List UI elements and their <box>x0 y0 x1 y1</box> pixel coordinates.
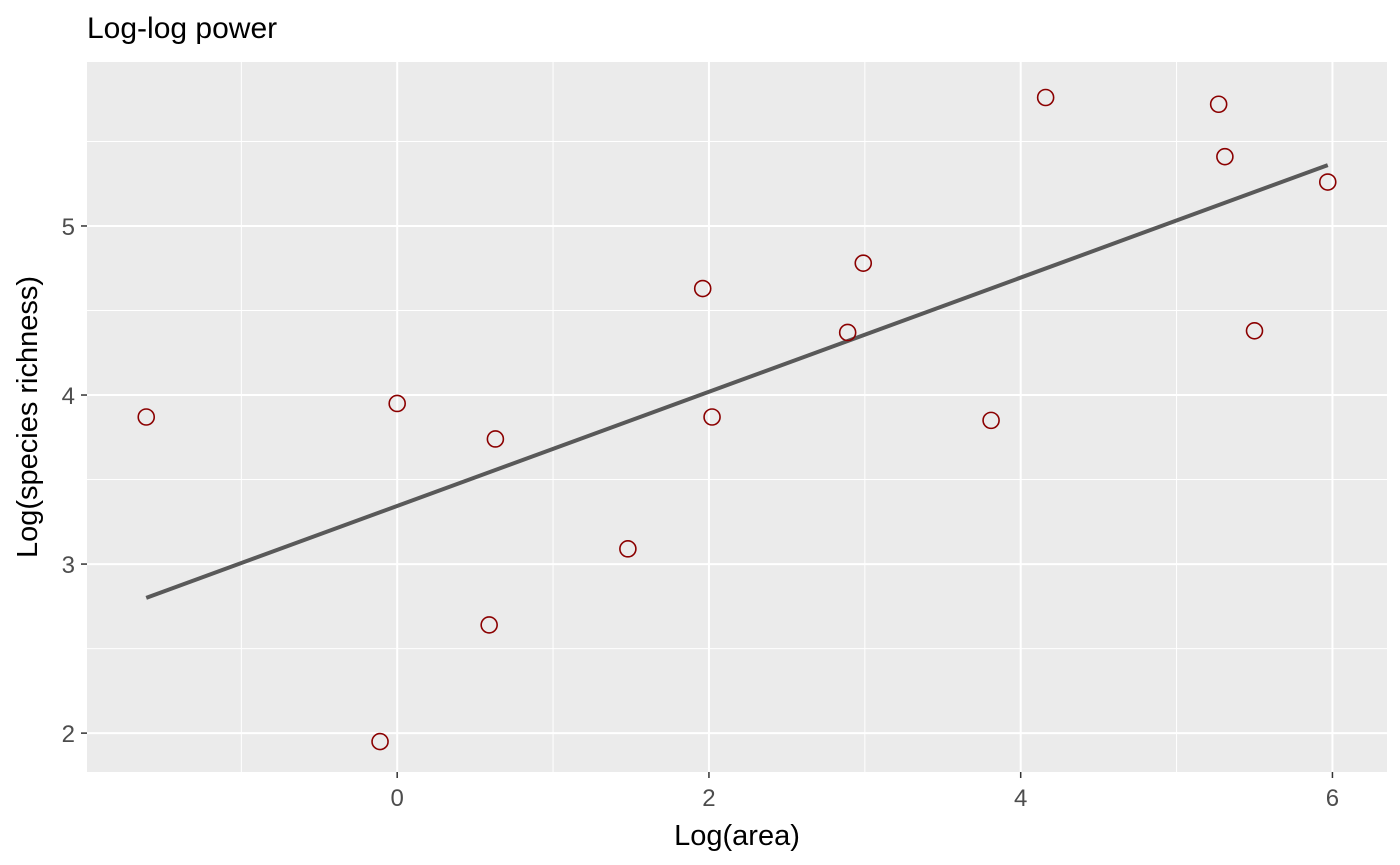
data-point <box>703 408 721 426</box>
data-points <box>137 88 1337 751</box>
data-point <box>137 408 156 426</box>
y-tick-label: 2 <box>62 721 75 748</box>
data-point <box>1209 95 1228 114</box>
data-point <box>480 616 498 634</box>
major-gridlines <box>87 62 1387 772</box>
data-point <box>982 411 1000 430</box>
data-point <box>388 394 406 413</box>
y-tick-label: 3 <box>62 552 75 579</box>
data-point <box>1245 321 1264 340</box>
data-point <box>619 540 637 558</box>
data-point <box>1318 173 1337 191</box>
y-tick-label: 4 <box>62 383 75 410</box>
chart-title: Log-log power <box>87 12 277 45</box>
data-point <box>1036 88 1055 107</box>
data-point <box>371 732 389 751</box>
x-tick-label: 2 <box>702 785 715 812</box>
data-point <box>838 323 857 342</box>
x-tick-label: 6 <box>1326 785 1339 812</box>
x-tick-label: 4 <box>1014 785 1027 812</box>
fit-line-group <box>145 163 1329 600</box>
minor-gridlines <box>87 62 1387 772</box>
data-point <box>486 430 505 448</box>
x-axis-title: Log(area) <box>674 820 800 852</box>
fit-line <box>145 163 1329 600</box>
data-point <box>693 279 712 298</box>
y-tick-label: 5 <box>62 214 75 241</box>
data-point <box>1216 147 1234 166</box>
y-axis-ticks: 2 3 4 5 <box>62 214 87 748</box>
data-point <box>854 254 873 272</box>
plot-panel <box>87 62 1387 772</box>
y-axis-title: Log(species richness) <box>12 276 44 558</box>
x-axis-ticks: 0 2 4 6 <box>391 772 1339 812</box>
x-tick-label: 0 <box>391 785 404 812</box>
